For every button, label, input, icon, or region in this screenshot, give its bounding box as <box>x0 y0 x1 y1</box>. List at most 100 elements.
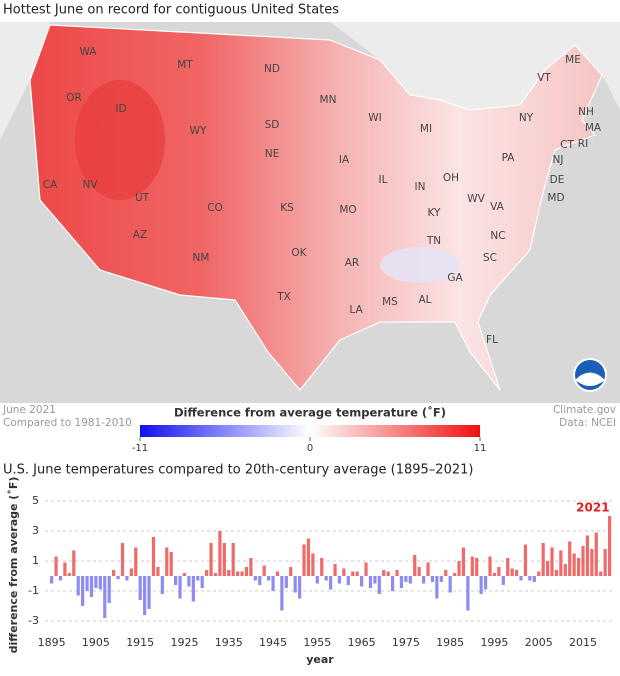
y-tick-label: 3 <box>32 524 39 537</box>
state-label: GA <box>447 272 463 284</box>
map-title: Hottest June on record for contiguous Un… <box>3 3 339 18</box>
legend-tick-label: -11 <box>132 443 148 454</box>
bar <box>125 576 129 581</box>
bar <box>72 550 76 576</box>
bar <box>169 552 173 576</box>
bar <box>165 547 169 576</box>
x-tick-label: 1985 <box>436 636 464 649</box>
state-label: DE <box>550 174 565 186</box>
bar <box>147 576 151 609</box>
state-label: MN <box>320 94 337 106</box>
bar-chart: 5 3 1 -1 -3 1895 1905 1915 1925 1935 1945 1955 1965 1… <box>28 494 614 649</box>
x-tick-label: 1895 <box>38 636 66 649</box>
footnote: June 2021 <box>2 404 56 416</box>
bar <box>426 562 430 576</box>
bar <box>196 576 200 581</box>
bar <box>151 537 156 576</box>
legend-title: Difference from average temperature (˚F) <box>174 405 446 420</box>
bar <box>116 576 120 579</box>
bar <box>377 576 381 594</box>
bar <box>559 550 563 576</box>
state-label: RI <box>578 138 588 150</box>
bar <box>178 576 182 599</box>
x-tick-label: 2015 <box>569 636 597 649</box>
bar <box>430 576 435 582</box>
bar <box>470 556 474 576</box>
state-label: ID <box>115 103 126 115</box>
state-label: MA <box>585 122 602 134</box>
state-label: FL <box>486 334 498 346</box>
bar <box>355 571 359 576</box>
bar <box>275 571 280 576</box>
bar <box>311 553 315 576</box>
bar <box>182 573 187 576</box>
bar <box>120 543 125 576</box>
bar <box>563 564 567 576</box>
bar <box>554 570 559 576</box>
bar <box>218 531 222 576</box>
bar <box>231 543 235 576</box>
bar <box>568 541 572 576</box>
state-label: TX <box>276 291 291 303</box>
bar <box>134 547 138 576</box>
x-tick-label: 2005 <box>525 636 553 649</box>
x-tick-label: 1955 <box>303 636 331 649</box>
bar <box>346 576 350 585</box>
bar <box>514 570 519 576</box>
state-label: MD <box>547 192 564 204</box>
x-tick-label: 1945 <box>259 636 287 649</box>
chart-title: U.S. June temperatures compared to 20th-… <box>3 463 473 478</box>
bar <box>200 576 204 588</box>
bar <box>209 543 213 576</box>
bar <box>488 556 492 576</box>
state-label: TN <box>426 235 441 247</box>
bar <box>160 576 164 594</box>
bar <box>390 576 395 591</box>
x-tick-label: 1925 <box>170 636 198 649</box>
bar <box>89 576 94 597</box>
bar <box>85 576 89 591</box>
bar <box>103 576 107 618</box>
footnote: Climate.gov <box>553 404 616 416</box>
state-label: NY <box>519 112 534 124</box>
state-label: IA <box>339 154 350 166</box>
bar <box>373 576 377 584</box>
x-tick-label: 1915 <box>126 636 154 649</box>
x-tick-label: 1975 <box>392 636 420 649</box>
bar <box>585 535 590 576</box>
bar <box>191 576 195 602</box>
bar <box>599 571 603 576</box>
state-label: NJ <box>553 154 564 166</box>
bar <box>519 576 523 581</box>
hot-region <box>75 80 165 200</box>
bar <box>417 567 421 576</box>
x-tick-label: 1965 <box>348 636 376 649</box>
bar <box>284 576 288 588</box>
bar <box>280 576 284 611</box>
bar <box>112 570 116 576</box>
bar <box>483 576 488 590</box>
bar <box>213 573 218 576</box>
state-label: NM <box>193 252 210 264</box>
bar <box>523 544 528 576</box>
bar <box>395 570 399 576</box>
bar <box>262 565 266 576</box>
bar <box>590 549 594 576</box>
bar <box>492 573 497 576</box>
bar <box>404 576 408 582</box>
bar <box>67 573 71 576</box>
bar <box>594 532 598 576</box>
bar <box>236 571 240 576</box>
y-tick-label: 5 <box>32 494 39 507</box>
bar <box>240 571 244 576</box>
bar <box>435 576 439 599</box>
bar <box>306 538 311 576</box>
state-label: SC <box>483 252 497 264</box>
bar <box>337 576 342 584</box>
state-label: KS <box>280 202 294 214</box>
bar <box>329 576 333 590</box>
state-label: IN <box>415 181 426 193</box>
state-label: CO <box>207 202 223 214</box>
state-label: MS <box>382 296 398 308</box>
